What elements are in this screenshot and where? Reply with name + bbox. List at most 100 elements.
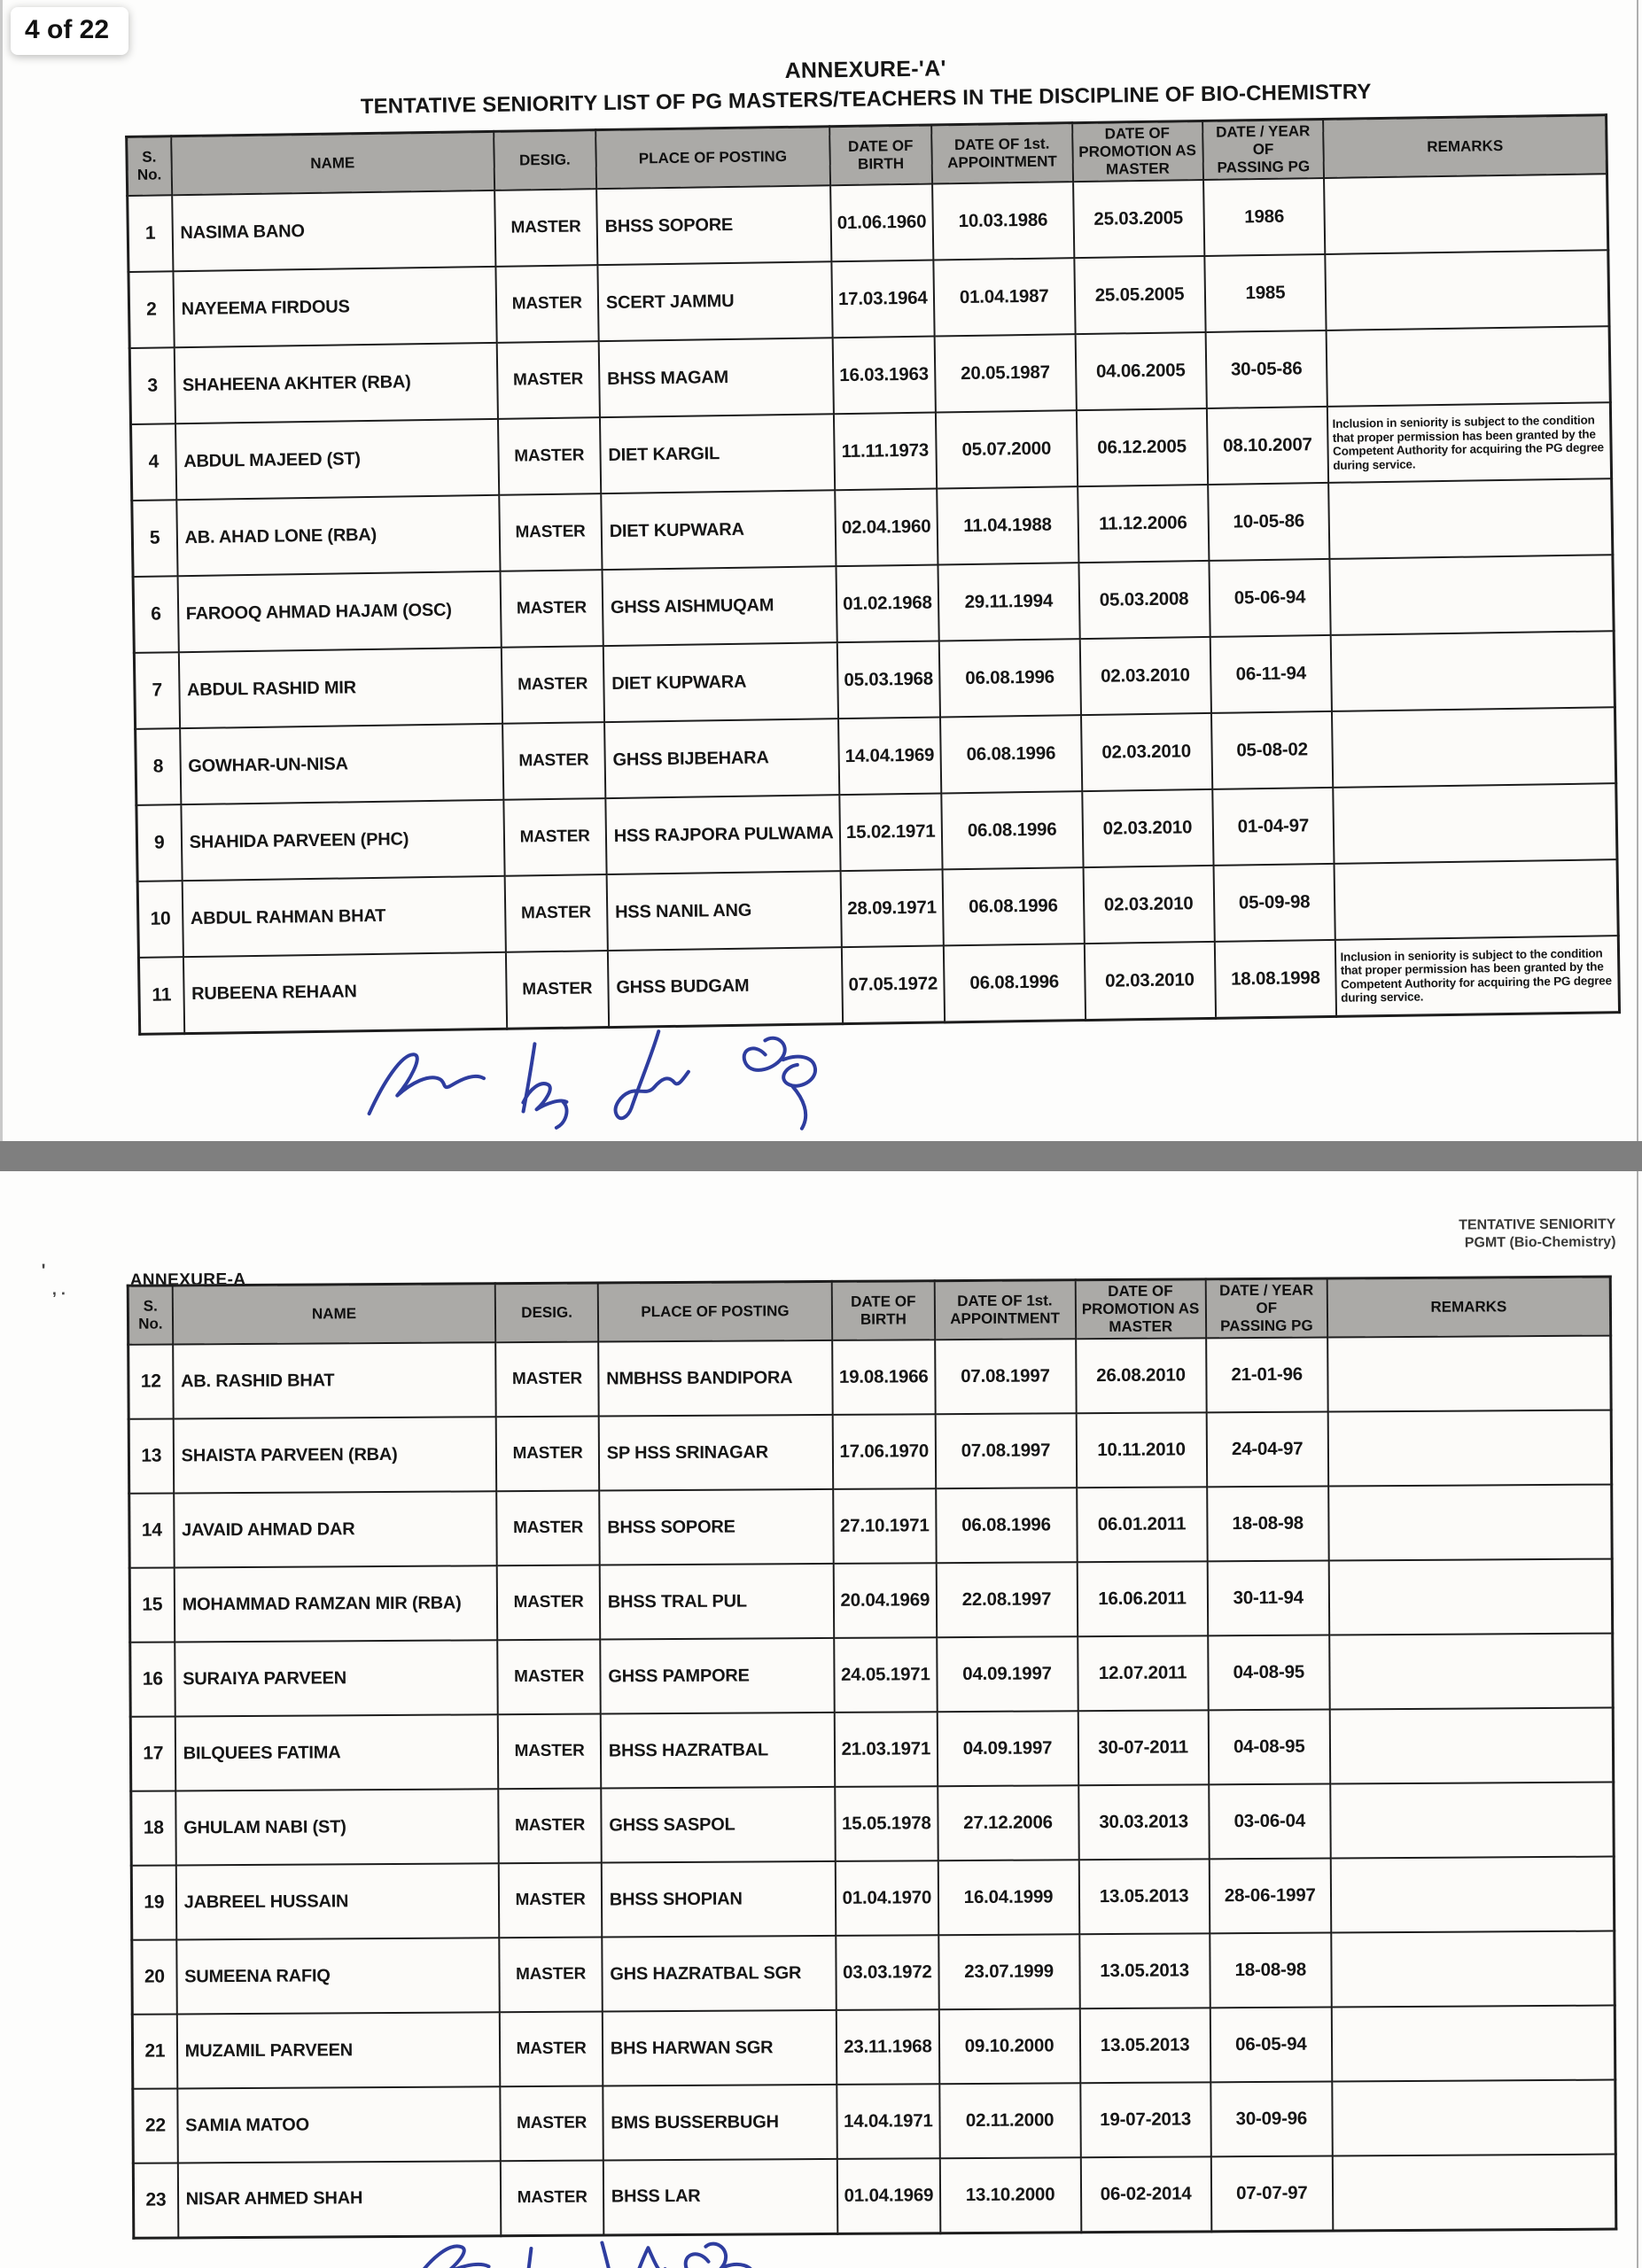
name-cell: FAROOQ AHMAD HAJAM (OSC) xyxy=(177,571,502,653)
desig-cell: MASTER xyxy=(502,722,606,800)
promotion-cell: 02.03.2010 xyxy=(1083,866,1215,944)
column-header: PLACE OF POSTING xyxy=(597,1281,833,1342)
appointment-cell: 13.10.2000 xyxy=(939,2157,1081,2233)
name-cell: SURAIYA PARVEEN xyxy=(174,1640,499,1717)
name-cell: NAYEEMA FIRDOUS xyxy=(173,266,497,348)
desig-cell: MASTER xyxy=(502,798,607,876)
name-cell: AB. AHAD LONE (RBA) xyxy=(175,494,501,577)
passing-pg-cell: 04-08-95 xyxy=(1207,1635,1330,1711)
remarks-cell xyxy=(1331,631,1615,712)
appointment-cell: 20.05.1987 xyxy=(934,334,1077,413)
desig-cell: MASTER xyxy=(497,1565,601,1641)
signature-1 xyxy=(412,2244,491,2268)
desig-cell: MASTER xyxy=(496,341,600,419)
desig-cell: MASTER xyxy=(495,1341,599,1418)
name-cell: JABREEL HUSSAIN xyxy=(175,1863,500,1940)
desig-cell: MASTER xyxy=(496,1416,600,1492)
passing-pg-cell: 21-01-96 xyxy=(1205,1337,1328,1413)
signature-2 xyxy=(521,1042,569,1130)
column-header: S. No. xyxy=(126,136,172,197)
name-cell: MOHAMMAD RAMZAN MIR (RBA) xyxy=(174,1565,498,1643)
column-header: DATE / YEAR OF PASSING PG xyxy=(1202,119,1325,181)
remarks-cell xyxy=(1329,555,1615,636)
place-cell: GHSS SASPOL xyxy=(601,1787,836,1863)
place-cell: SP HSS SRINAGAR xyxy=(598,1415,834,1491)
page-indicator: 4 of 22 xyxy=(11,7,129,55)
passing-pg-cell: 05-06-94 xyxy=(1208,559,1332,638)
place-cell: HSS RAJPORA PULWAMA xyxy=(605,795,841,875)
promotion-cell: 30.03.2013 xyxy=(1078,1784,1210,1860)
name-cell: NASIMA BANO xyxy=(171,190,496,272)
desig-cell: MASTER xyxy=(499,1937,603,2013)
sno-cell: 12 xyxy=(128,1344,174,1419)
page-2-content: ' , . - ANNEXURE-A TENTATIVE SENIORITY P… xyxy=(0,1171,1642,2268)
signature-4 xyxy=(742,1036,817,1130)
passing-pg-cell: 08.10.2007 xyxy=(1206,407,1329,485)
name-cell: SAMIA MATOO xyxy=(177,2086,502,2163)
remarks-cell xyxy=(1325,250,1610,331)
table-row: 22 SAMIA MATOO MASTER BMS BUSSERBUGH 14.04.1… xyxy=(132,2079,1616,2163)
remarks-cell xyxy=(1324,174,1608,255)
desig-cell: MASTER xyxy=(497,1639,601,1715)
dob-cell: 19.08.1966 xyxy=(832,1340,936,1416)
name-cell: AB. RASHID BHAT xyxy=(172,1342,497,1419)
appointment-cell: 10.03.1986 xyxy=(932,182,1074,260)
place-cell: GHSS BIJBEHARA xyxy=(603,718,840,799)
sno-cell: 7 xyxy=(134,652,180,730)
page-1: ANNEXURE-'A' TENTATIVE SENIORITY LIST OF… xyxy=(0,0,1638,1141)
appointment-cell: 06.08.1996 xyxy=(942,867,1085,946)
name-cell: ABDUL RASHID MIR xyxy=(178,647,502,729)
promotion-cell: 26.08.2010 xyxy=(1075,1338,1207,1414)
desig-cell: MASTER xyxy=(500,2085,603,2162)
sno-cell: 5 xyxy=(131,500,178,578)
sno-cell: 3 xyxy=(129,347,175,425)
place-cell: BMS BUSSERBUGH xyxy=(603,2085,837,2161)
promotion-cell: 13.05.2013 xyxy=(1079,2008,1211,2084)
remarks-cell xyxy=(1327,1410,1612,1487)
place-cell: DIET KUPWARA xyxy=(603,642,838,723)
remarks-cell xyxy=(1328,1484,1613,1561)
promotion-cell: 06.01.2011 xyxy=(1076,1487,1208,1563)
promotion-cell: 10.11.2010 xyxy=(1076,1412,1207,1488)
dob-cell: 17.03.1964 xyxy=(831,260,935,338)
corner-line2: PGMT (Bio-Chemistry) xyxy=(1464,1234,1616,1251)
passing-pg-cell: 30-05-86 xyxy=(1205,330,1328,409)
dob-cell: 15.02.1971 xyxy=(839,793,943,872)
desig-cell: MASTER xyxy=(505,951,610,1029)
promotion-cell: 11.12.2006 xyxy=(1077,485,1209,563)
promotion-cell: 06-02-2014 xyxy=(1080,2156,1212,2233)
sno-cell: 17 xyxy=(130,1716,175,1791)
remarks-cell xyxy=(1332,707,1616,788)
promotion-cell: 30-07-2011 xyxy=(1078,1710,1209,1786)
page-left-edge xyxy=(0,0,3,1141)
desig-cell: MASTER xyxy=(494,189,598,267)
place-cell: BHSS SOPORE xyxy=(599,1489,834,1565)
dob-cell: 17.06.1970 xyxy=(832,1414,936,1490)
column-header: NAME xyxy=(172,1283,496,1345)
name-cell: JAVAID AHMAD DAR xyxy=(173,1491,498,1568)
appointment-cell: 05.07.2000 xyxy=(935,410,1078,489)
place-cell: HSS NANIL ANG xyxy=(606,871,842,951)
table-row: 19 JABREEL HUSSAIN MASTER BHSS SHOPIAN 01.04… xyxy=(131,1856,1615,1940)
seniority-table-page2: S. No. NAME DESIG. PLACE OF POSTING DATE OF … xyxy=(126,1275,1618,2240)
desig-cell: MASTER xyxy=(498,493,603,571)
dob-cell: 01.04.1969 xyxy=(837,2158,940,2234)
appointment-cell: 07.08.1997 xyxy=(934,1339,1077,1415)
column-header: DATE / YEAR OF PASSING PG xyxy=(1205,1278,1328,1339)
page-1-titles: ANNEXURE-'A' TENTATIVE SENIORITY LIST OF… xyxy=(124,46,1607,123)
name-cell: GOWHAR-UN-NISA xyxy=(179,723,503,805)
table-row: 23 NISAR AHMED SHAH MASTER BHSS LAR 01.04.19… xyxy=(133,2154,1616,2238)
sno-cell: 9 xyxy=(136,804,183,882)
desig-cell: MASTER xyxy=(498,1713,602,1790)
table-row: 17 BILQUEES FATIMA MASTER BHSS HAZRATBAL 21.… xyxy=(130,1707,1614,1791)
appointment-cell: 04.09.1997 xyxy=(937,1711,1078,1787)
passing-pg-cell: 10-05-86 xyxy=(1207,483,1330,562)
appointment-cell: 27.12.2006 xyxy=(937,1785,1079,1861)
promotion-cell: 02.03.2010 xyxy=(1080,713,1212,792)
passing-pg-cell: 18-08-98 xyxy=(1209,1932,1332,2008)
passing-pg-cell: 06-05-94 xyxy=(1210,2007,1333,2083)
table-row: 21 MUZAMIL PARVEEN MASTER BHS HARWAN SGR 23.… xyxy=(132,2005,1615,2089)
promotion-cell: 05.03.2008 xyxy=(1078,561,1210,640)
dob-cell: 01.02.1968 xyxy=(836,564,939,643)
desig-cell: MASTER xyxy=(495,265,599,343)
